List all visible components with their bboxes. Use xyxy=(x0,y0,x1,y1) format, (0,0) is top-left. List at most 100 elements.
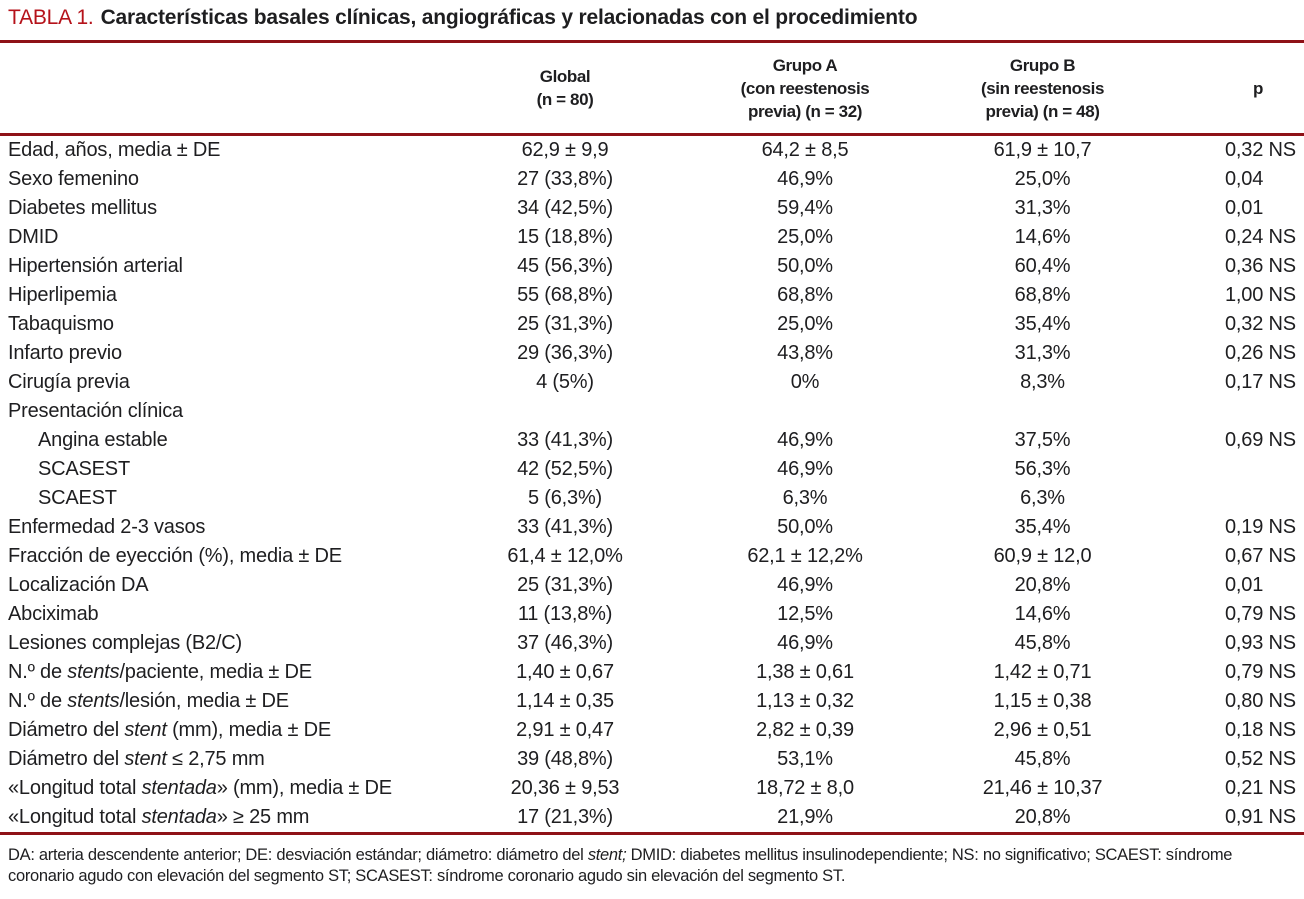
cell-label: Edad, años, media ± DE xyxy=(0,135,440,166)
cell-grupo_b: 14,6% xyxy=(1014,603,1071,625)
cell-label: Lesiones complejas (B2/C) xyxy=(0,629,440,658)
text-run: «Longitud total xyxy=(8,806,142,828)
table-row: Diabetes mellitus 34 (42,5%) 59,4% 31,3% 0,0… xyxy=(0,194,1304,223)
cell-label: Presentación clínica xyxy=(0,397,440,426)
table-row: «Longitud total stentada» (mm), media ± … xyxy=(0,774,1304,803)
cell-global: 37 (46,3%) xyxy=(517,632,613,654)
cell-p: 0,67 NS xyxy=(1225,545,1296,567)
cell-grupo_b: 60,4% xyxy=(1014,255,1071,277)
cell-label: Tabaquismo xyxy=(0,310,440,339)
cell-label: Hipertensión arterial xyxy=(0,252,440,281)
text-run: Cirugía previa xyxy=(8,371,130,393)
table-row: DMID 15 (18,8%) 25,0% 14,6% 0,24 NS xyxy=(0,223,1304,252)
cell-p: 0,24 NS xyxy=(1225,226,1296,248)
cell-global: 45 (56,3%) xyxy=(517,255,613,277)
cell-grupo_b: 14,6% xyxy=(1014,226,1071,248)
cell-p: 0,79 NS xyxy=(1225,661,1296,683)
column-header-line: (sin reestenosis xyxy=(980,78,1105,98)
cell-label: Hiperlipemia xyxy=(0,281,440,310)
text-run: Enfermedad 2-3 vasos xyxy=(8,516,206,538)
column-header-line: Grupo A xyxy=(772,55,838,75)
cell-grupo_b: 60,9 ± 12,0 xyxy=(993,545,1092,567)
cell-grupo_b: 31,3% xyxy=(1014,197,1071,219)
cell-grupo_a: 68,8% xyxy=(777,284,833,306)
table-row: Sexo femenino 27 (33,8%) 46,9% 25,0% 0,04 xyxy=(0,165,1304,194)
cell-grupo_a: 25,0% xyxy=(777,226,833,248)
cell-global: 25 (31,3%) xyxy=(517,313,613,335)
table-row: Enfermedad 2-3 vasos 33 (41,3%) 50,0% 35,4%… xyxy=(0,513,1304,542)
text-run: /lesión, media ± DE xyxy=(119,690,289,712)
text-run: » ≥ 25 mm xyxy=(216,806,310,828)
cell-p: 0,18 NS xyxy=(1225,719,1296,741)
cell-label: Fracción de eyección (%), media ± DE xyxy=(0,542,440,571)
cell-grupo_b: 45,8% xyxy=(1014,632,1071,654)
text-run: Infarto previo xyxy=(8,342,122,364)
text-run: Hiperlipemia xyxy=(8,284,117,306)
cell-label: Enfermedad 2-3 vasos xyxy=(0,513,440,542)
cell-grupo_a: 18,72 ± 8,0 xyxy=(756,777,854,799)
cell-grupo_a: 46,9% xyxy=(777,168,833,190)
cell-global: 2,91 ± 0,47 xyxy=(516,719,614,741)
table-number: TABLA 1. xyxy=(8,6,94,29)
cell-label: Diabetes mellitus xyxy=(0,194,440,223)
cell-label: N.º de stents/lesión, media ± DE xyxy=(0,687,440,716)
cell-grupo_a: 53,1% xyxy=(777,748,833,770)
column-header-label xyxy=(0,41,440,136)
cell-global: 27 (33,8%) xyxy=(517,168,613,190)
text-run: (mm), media ± DE xyxy=(166,719,331,741)
italic-text: stent xyxy=(124,719,167,741)
column-header-line: p xyxy=(1253,78,1263,98)
table-row: Hiperlipemia 55 (68,8%) 68,8% 68,8% 1,00 NS xyxy=(0,281,1304,310)
cell-global: 62,9 ± 9,9 xyxy=(521,139,609,161)
cell-global: 1,40 ± 0,67 xyxy=(516,661,614,683)
cell-p: 0,04 xyxy=(1225,168,1264,190)
text-run: Fracción de eyección (%), media ± DE xyxy=(8,545,342,567)
cell-global: 55 (68,8%) xyxy=(517,284,613,306)
cell-global: 61,4 ± 12,0% xyxy=(507,545,623,567)
cell-grupo_b: 35,4% xyxy=(1014,516,1071,538)
text-run: ≤ 2,75 mm xyxy=(166,748,265,770)
cell-grupo_a: 62,1 ± 12,2% xyxy=(747,545,863,567)
cell-label: Abciximab xyxy=(0,600,440,629)
table-title: TABLA 1. Características basales clínicas… xyxy=(0,0,1304,40)
cell-p: 0,69 NS xyxy=(1225,429,1296,451)
column-header-line: Global xyxy=(539,67,591,86)
cell-global: 1,14 ± 0,35 xyxy=(516,690,614,712)
cell-grupo_a xyxy=(690,397,920,426)
cell-global: 11 (13,8%) xyxy=(517,603,613,625)
cell-grupo_a: 25,0% xyxy=(777,313,833,335)
cell-p: 1,00 NS xyxy=(1225,284,1296,306)
cell-grupo_a: 43,8% xyxy=(777,342,833,364)
table-row: Angina estable 33 (41,3%) 46,9% 37,5% 0,69 N… xyxy=(0,426,1304,455)
cell-p: 0,79 NS xyxy=(1225,603,1296,625)
column-header-grupo_a: Grupo A (con reestenosis previa) (n = 32) xyxy=(690,41,920,136)
data-table: Global (n = 80) Grupo A (con reestenosis pre… xyxy=(0,40,1304,835)
cell-p: 0,93 NS xyxy=(1225,632,1296,654)
column-header-line: Grupo B xyxy=(1009,55,1076,75)
cell-p: 0,26 NS xyxy=(1225,342,1296,364)
column-header-line: previa) (n = 32) xyxy=(747,101,863,121)
table-caption: Características basales clínicas, angiog… xyxy=(100,6,918,29)
cell-label: Diámetro del stent ≤ 2,75 mm xyxy=(0,745,440,774)
text-run: Presentación clínica xyxy=(8,400,183,422)
cell-grupo_a: 46,9% xyxy=(777,429,833,451)
cell-grupo_b: 20,8% xyxy=(1014,806,1071,828)
italic-text: stentada xyxy=(141,806,217,828)
column-header-line: (n = 80) xyxy=(536,90,594,109)
table-row: Fracción de eyección (%), media ± DE 61,4… xyxy=(0,542,1304,571)
table-row: Lesiones complejas (B2/C) 37 (46,3%) 46,9%… xyxy=(0,629,1304,658)
cell-p: 0,32 NS xyxy=(1225,139,1296,161)
cell-global: 5 (6,3%) xyxy=(528,487,602,509)
column-header-grupo_b: Grupo B (sin reestenosis previa) (n = 48) xyxy=(920,41,1165,136)
italic-text: stent xyxy=(124,748,167,770)
cell-global: 34 (42,5%) xyxy=(517,197,613,219)
cell-grupo_a: 50,0% xyxy=(777,255,833,277)
italic-text: stent; xyxy=(587,846,627,864)
text-run: N.º de xyxy=(8,661,68,683)
cell-global: 4 (5%) xyxy=(536,371,594,393)
table-row: Hipertensión arterial 45 (56,3%) 50,0% 60,4… xyxy=(0,252,1304,281)
italic-text: stentada xyxy=(141,777,217,799)
cell-p: 0,80 NS xyxy=(1225,690,1296,712)
text-run: Angina estable xyxy=(38,429,168,451)
